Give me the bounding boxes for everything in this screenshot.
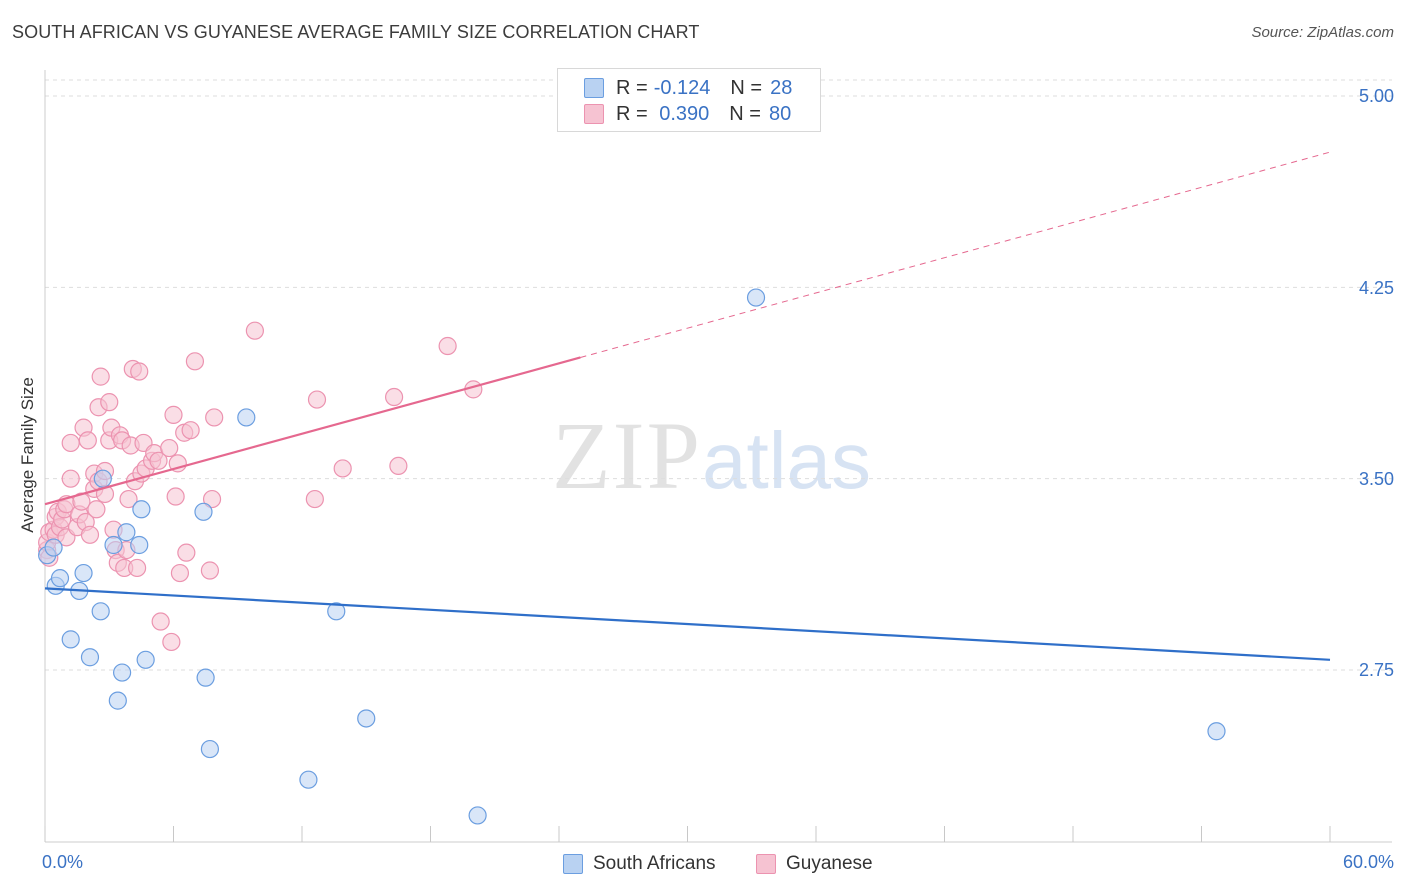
guyanese-point	[78, 431, 97, 450]
legend-label: Guyanese	[786, 853, 873, 874]
south-african-point	[299, 770, 318, 789]
guyanese-point	[202, 489, 222, 509]
south-african-point	[80, 648, 100, 667]
guyanese-point	[87, 500, 106, 519]
south-african-point	[196, 668, 215, 687]
y-tick-label: 4.25	[1358, 278, 1394, 298]
south-african-point	[108, 691, 127, 710]
legend-item-guyanese[interactable]: Guyanese	[756, 852, 873, 876]
guyanese-point	[100, 393, 119, 412]
stats-row-guyanese: R = 0.390 N = 80	[584, 102, 791, 126]
guyanese-point	[205, 408, 224, 427]
guyanese-point	[151, 612, 170, 631]
south-african-point	[1207, 722, 1226, 741]
chart-title: SOUTH AFRICAN VS GUYANESE AVERAGE FAMILY…	[12, 22, 700, 42]
south-african-point	[104, 535, 123, 555]
guyanese-point	[305, 489, 324, 509]
r-value: -0.124	[653, 76, 711, 99]
y-tick-label: 5.00	[1358, 86, 1394, 106]
watermark: ZIPatlas	[552, 400, 871, 511]
south-african-point	[50, 569, 70, 588]
legend-swatch-guyanese	[756, 854, 776, 874]
south-africans-trendline	[44, 587, 1331, 661]
r-value: 0.390	[653, 102, 710, 125]
legend-label: South Africans	[593, 853, 716, 874]
guyanese-point	[185, 352, 205, 371]
south-african-point	[746, 288, 766, 307]
guyanese-point	[389, 456, 408, 476]
south-african-point	[117, 523, 136, 542]
guyanese-point	[200, 561, 220, 580]
y-tick-label: 2.75	[1358, 660, 1394, 680]
r-label: R =	[616, 102, 648, 125]
south-african-point	[200, 739, 220, 759]
guyanese-point	[438, 336, 457, 356]
south-african-point	[74, 563, 93, 583]
guyanese-point	[333, 459, 352, 478]
legend-swatch-south-africans	[563, 854, 583, 874]
source-credit: Source: ZipAtlas.com	[1251, 24, 1394, 41]
watermark-atlas: atlas	[702, 416, 871, 505]
south-african-point	[136, 650, 155, 669]
guyanese-point	[119, 489, 138, 509]
y-axis-label: Average Family Size	[18, 377, 37, 533]
guyanese-point	[91, 367, 110, 386]
guyanese-point	[164, 405, 183, 424]
south-african-point	[132, 500, 151, 519]
south-african-point	[44, 538, 63, 557]
x-tick-label-min: 0.0%	[42, 852, 84, 872]
n-value: 28	[770, 76, 793, 99]
guyanese-point	[384, 387, 404, 407]
n-label: N =	[730, 76, 763, 99]
guyanese-point	[127, 558, 147, 578]
guyanese-trendline	[44, 356, 581, 506]
south-african-point	[357, 709, 376, 728]
guyanese-point	[166, 487, 185, 506]
guyanese-trendline-projection	[580, 151, 1331, 358]
guyanese-point	[245, 321, 264, 340]
guyanese-point	[307, 390, 327, 409]
n-value: 80	[768, 102, 792, 125]
south-african-point	[194, 502, 213, 521]
south-african-point	[93, 469, 112, 488]
guyanese-point	[160, 438, 179, 458]
guyanese-point	[170, 563, 190, 583]
south-african-point	[130, 535, 149, 555]
south-african-point	[327, 602, 346, 621]
guyanese-point	[80, 525, 100, 544]
r-label: R =	[616, 76, 648, 99]
y-tick-label: 3.50	[1358, 469, 1394, 489]
watermark-zip: ZIP	[552, 402, 702, 509]
x-tick-label-max: 60.0%	[1342, 852, 1394, 872]
south-african-point	[91, 602, 110, 621]
south-african-point	[61, 630, 80, 649]
guyanese-point	[162, 632, 181, 652]
guyanese-point	[177, 543, 196, 562]
legend-item-south-africans[interactable]: South Africans	[563, 852, 716, 876]
south-african-point	[112, 663, 132, 682]
guyanese-point	[181, 421, 200, 440]
stats-legend: R = -0.124 N = 28 R = 0.390 N = 80	[557, 68, 821, 132]
south-african-point	[237, 408, 256, 427]
n-label: N =	[729, 102, 761, 125]
guyanese-point	[61, 433, 80, 453]
stats-row-south-africans: R = -0.124 N = 28	[584, 76, 792, 100]
swatch-south-africans	[584, 78, 604, 98]
guyanese-point	[149, 451, 168, 470]
south-african-point	[468, 806, 487, 825]
guyanese-point	[61, 469, 80, 488]
guyanese-point	[130, 362, 149, 381]
swatch-guyanese	[584, 104, 604, 124]
